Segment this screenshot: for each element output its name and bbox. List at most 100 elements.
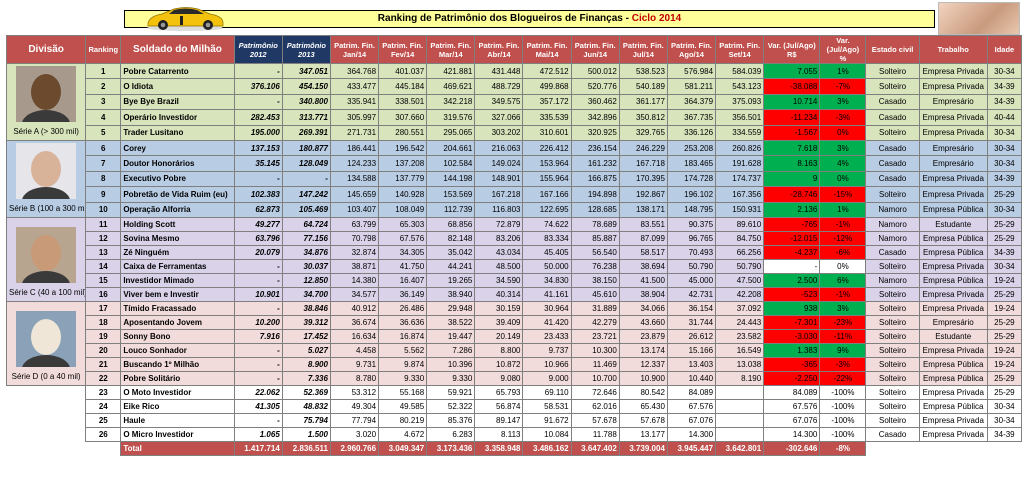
month-value-cell: 11.469 [570,357,620,372]
patrimonio-2013-cell: 30.037 [281,259,331,274]
job-cell: Empresa Pública [918,245,988,260]
variation-rs-cell: -38.088 [763,78,821,95]
patrimonio-2012-cell: 282.453 [233,109,283,126]
variation-pct-cell: -22% [819,371,867,386]
month-value-cell: 137.208 [378,155,428,172]
job-cell: Empresário [918,93,988,111]
patrimonio-2013-cell: 17.452 [281,329,331,344]
patrimonio-2012-cell: 22.062 [233,385,283,400]
total-abr14: 3.358.948 [474,441,524,456]
header-jun14: Patrim. Fin. Jun/14 [570,35,620,64]
month-value-cell: 70.493 [666,245,717,260]
month-value-cell: 68.856 [426,217,476,232]
month-value-cell: 59.921 [426,385,476,400]
marital-status-cell: Solteiro [865,343,920,358]
month-value-cell: 145.659 [329,186,380,203]
patrimonio-2013-cell: 269.391 [281,124,331,142]
total-var-rs: -302.646 [763,441,821,456]
month-value-cell: 78.689 [570,217,620,232]
month-value-cell: 134.588 [329,170,380,188]
month-value-cell: 13.038 [715,357,765,372]
job-cell: Empresa Privada [918,186,988,203]
month-value-cell: 82.148 [426,231,476,246]
month-value-cell: 102.584 [426,155,476,172]
month-value-cell: 6.283 [426,427,476,442]
month-value-cell: 13.174 [618,343,668,358]
marital-status-cell: Solteiro [865,329,920,344]
total-jul14: 3.739.004 [618,441,668,456]
age-cell: 19-24 [986,357,1023,372]
month-value-cell: 55.168 [378,385,428,400]
job-cell: Empresa Pública [918,371,988,386]
month-value-cell: 9.874 [378,357,428,372]
table-row: Série D (0 a 40 mil) 17 Tímido Fracassado -… [5,301,1023,386]
month-value-cell: 84.089 [666,385,717,400]
table-row: Série B (100 a 300 mil) 6 Corey 137.153 180.… [5,139,1023,218]
patrimonio-2012-cell: 1.065 [233,427,283,442]
soldier-name: Sonny Bono [120,329,235,344]
marital-status-cell: Casado [865,245,920,260]
month-value-cell: 226.412 [522,139,572,157]
month-value-cell: 41.420 [522,315,572,330]
month-value-cell: 122.695 [522,201,572,219]
month-value-cell: 26.486 [378,301,428,316]
patrimonio-2012-cell: 376.106 [233,78,283,95]
month-value-cell: 329.765 [618,124,668,142]
month-value-cell: 149.024 [474,155,524,172]
variation-pct-cell: -100% [819,385,867,400]
job-cell: Empresário [918,315,988,330]
month-value-cell: 166.875 [570,170,620,188]
month-value-cell: 38.871 [329,259,380,274]
month-value-cell: 144.198 [426,170,476,188]
total-label: Total [120,441,235,456]
header-soldado: Soldado do Milhão [120,35,235,64]
month-value-cell: 364.768 [329,62,380,80]
table-row: 8 Executivo Pobre - -134.588 137.779 144.198 1… [7,170,1023,188]
patrimonio-2012-cell: - [233,62,283,80]
marital-status-cell: Casado [865,170,920,188]
month-value-cell: 174.737 [715,170,765,188]
month-value-cell: 10.900 [618,371,668,386]
month-value-cell: 183.465 [666,155,717,172]
month-value-cell: 34.577 [329,287,380,302]
month-value-cell: 32.874 [329,245,380,260]
header-divisao: Divisão [5,35,87,64]
variation-rs-cell: 10.714 [763,93,821,111]
total-var-pct: -8% [819,441,867,456]
month-value-cell: 161.232 [570,155,620,172]
month-value-cell: 23.721 [570,329,620,344]
patrimonio-2013-cell: 454.150 [281,78,331,95]
soldier-name: Caixa de Ferramentas [120,259,235,274]
marital-status-cell: Casado [865,427,920,442]
month-value-cell: 38.694 [618,259,668,274]
month-value-cell: 49.304 [329,399,380,414]
variation-pct-cell: -7% [819,78,867,95]
month-value-cell: 76.238 [570,259,620,274]
soldier-name: Operário Investidor [120,109,235,126]
month-value-cell: 472.512 [522,62,572,80]
month-value-cell: 67.576 [378,231,428,246]
month-value-cell: 87.099 [618,231,668,246]
variation-pct-cell: -3% [819,357,867,372]
age-cell: 19-24 [986,343,1023,358]
month-value-cell: 45.610 [570,287,620,302]
variation-rs-cell: -11.234 [763,109,821,126]
variation-rs-cell: -12.015 [763,231,821,246]
variation-rs-cell: 7.618 [763,139,821,157]
month-value-cell: 41.500 [618,273,668,288]
month-value-cell: 31.744 [666,315,717,330]
rank-cell: 10 [85,201,122,219]
marital-status-cell: Solteiro [865,399,920,414]
month-value-cell: 108.049 [378,201,428,219]
month-value-cell: 191.628 [715,155,765,172]
total-set14: 3.642.801 [715,441,765,456]
variation-pct-cell: 9% [819,343,867,358]
month-value-cell: 540.189 [618,78,668,95]
month-value-cell: 42.731 [666,287,717,302]
month-value-cell [715,399,765,414]
patrimonio-2013-cell: 5.027 [281,343,331,358]
month-value-cell: 65.430 [618,399,668,414]
header-mai14: Patrim. Fin. Mai/14 [522,35,572,64]
month-value-cell: 581.211 [666,78,717,95]
